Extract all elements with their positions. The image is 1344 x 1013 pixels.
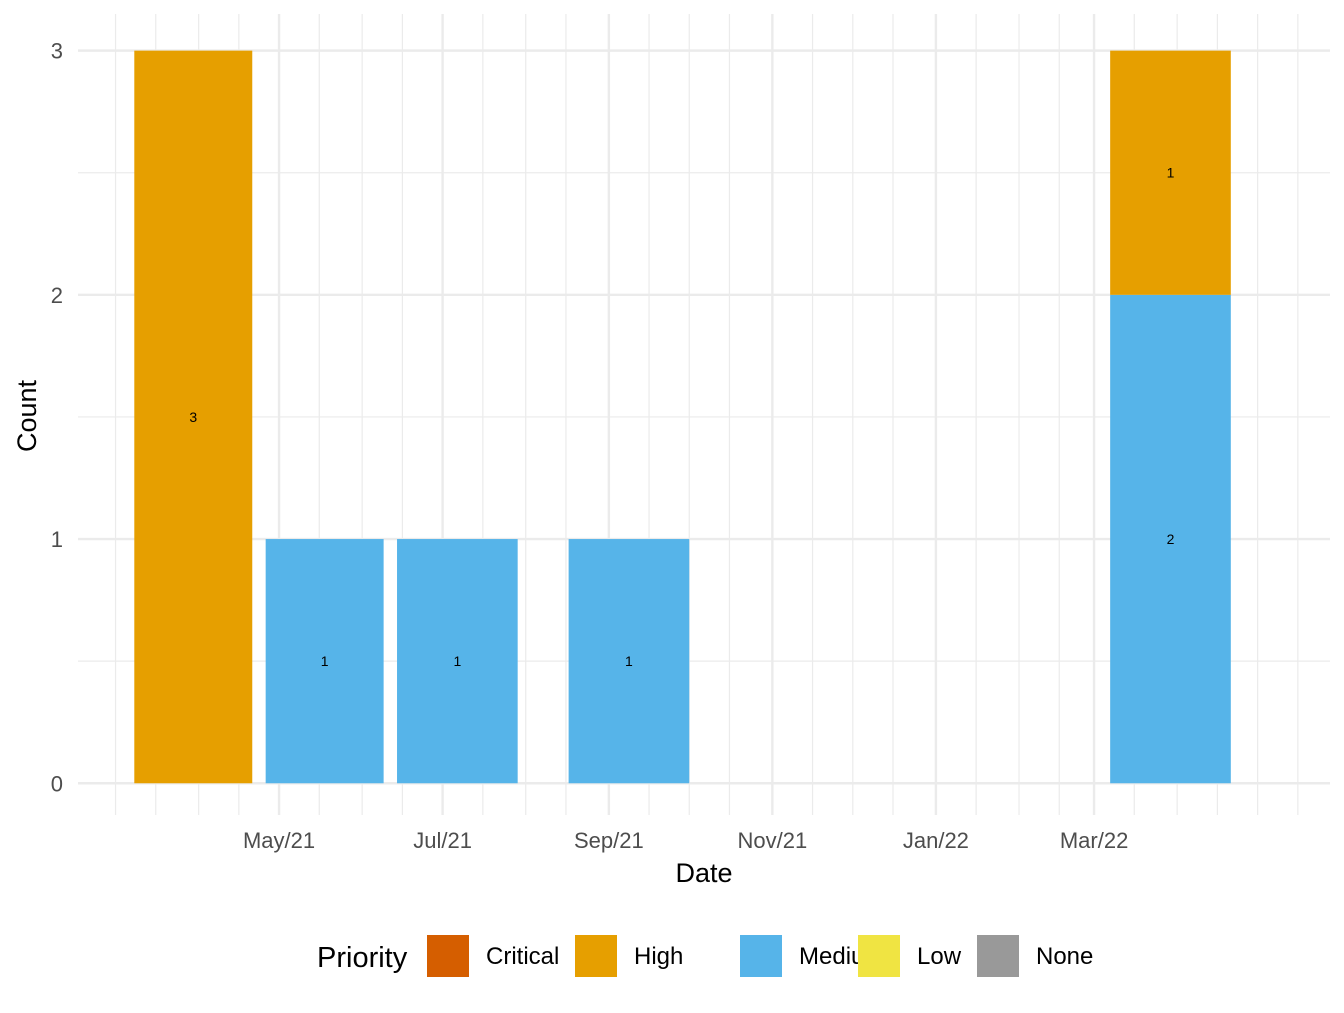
y-tick-label: 0 xyxy=(51,771,63,796)
legend-label-critical: Critical xyxy=(486,943,559,970)
legend-label-high: High xyxy=(634,943,683,970)
bar-value-label: 1 xyxy=(625,653,633,669)
bar-segment-high xyxy=(134,50,253,784)
bar-value-label: 1 xyxy=(1167,165,1175,181)
y-axis-ticks: 0 1 2 3 xyxy=(51,39,63,797)
legend-title: Priority xyxy=(317,942,408,974)
x-tick-label: Mar/22 xyxy=(1060,828,1128,853)
x-tick-label: May/21 xyxy=(243,828,315,853)
legend-key-high xyxy=(575,935,617,977)
bar-segment-medium xyxy=(265,539,384,784)
bar-segment-medium xyxy=(1110,294,1231,784)
x-tick-label: Sep/21 xyxy=(574,828,644,853)
y-tick-label: 1 xyxy=(51,527,63,552)
legend: Priority Critical High Medium Low None xyxy=(317,935,1093,977)
y-tick-label: 2 xyxy=(51,283,63,308)
legend-label-low: Low xyxy=(917,943,962,970)
legend-label-none: None xyxy=(1036,943,1093,970)
x-axis-title: Date xyxy=(675,858,732,888)
y-tick-label: 3 xyxy=(51,39,63,64)
legend-key-critical xyxy=(427,935,469,977)
legend-key-medium xyxy=(740,935,782,977)
bar-value-label: 2 xyxy=(1167,531,1175,547)
legend-key-none xyxy=(977,935,1019,977)
bar-segment-high xyxy=(1110,50,1231,295)
bar-value-label: 1 xyxy=(321,653,329,669)
y-axis-title: Count xyxy=(12,379,42,452)
x-tick-label: Jan/22 xyxy=(903,828,969,853)
legend-key-low xyxy=(858,935,900,977)
bar-value-label: 3 xyxy=(189,409,197,425)
bar-value-label: 1 xyxy=(453,653,461,669)
bar-segment-medium xyxy=(568,539,690,784)
x-tick-label: Jul/21 xyxy=(413,828,472,853)
bar-segment-medium xyxy=(397,539,518,784)
x-tick-label: Nov/21 xyxy=(738,828,808,853)
bars xyxy=(134,50,1231,784)
x-axis-ticks: May/21 Jul/21 Sep/21 Nov/21 Jan/22 Mar/22 xyxy=(243,828,1128,853)
bar-labels: 3 1 1 1 2 1 xyxy=(189,165,1174,669)
